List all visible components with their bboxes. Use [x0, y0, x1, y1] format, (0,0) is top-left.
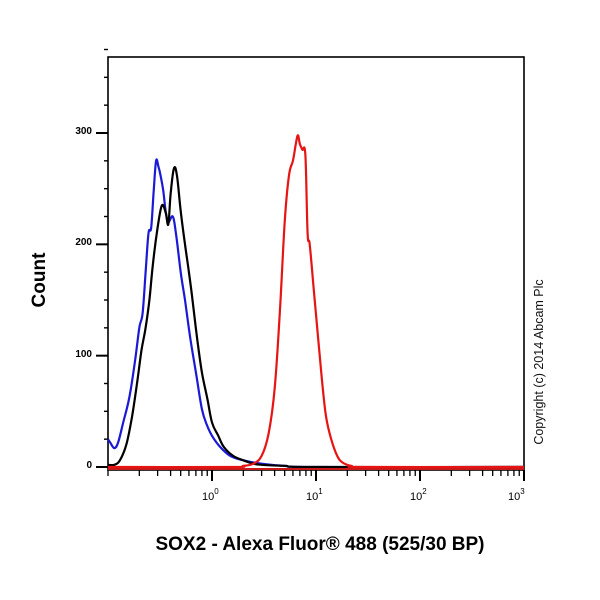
y-tick-label: 100 — [75, 348, 92, 360]
x-tick-label: 100 — [202, 487, 219, 503]
series-lines — [107, 134, 525, 469]
y-tick-label: 200 — [75, 237, 92, 249]
plot-frame — [107, 56, 525, 471]
x-axis-label: SOX2 - Alexa Fluor® 488 (525/30 BP) — [155, 534, 485, 555]
y-axis — [96, 48, 108, 468]
series-line-1 — [107, 166, 525, 469]
x-tick-label: 102 — [410, 487, 427, 503]
copyright-annotation: Copyright (c) 2014 Abcam Plc — [532, 279, 546, 445]
series-line-2 — [107, 134, 525, 469]
x-tick-label: 101 — [306, 487, 323, 503]
y-tick-label: 300 — [75, 126, 92, 137]
x-axis — [107, 470, 525, 481]
y-tick-label: 0 — [86, 460, 92, 471]
y-axis-label: Count — [29, 252, 50, 308]
x-tick-label: 103 — [508, 487, 525, 503]
